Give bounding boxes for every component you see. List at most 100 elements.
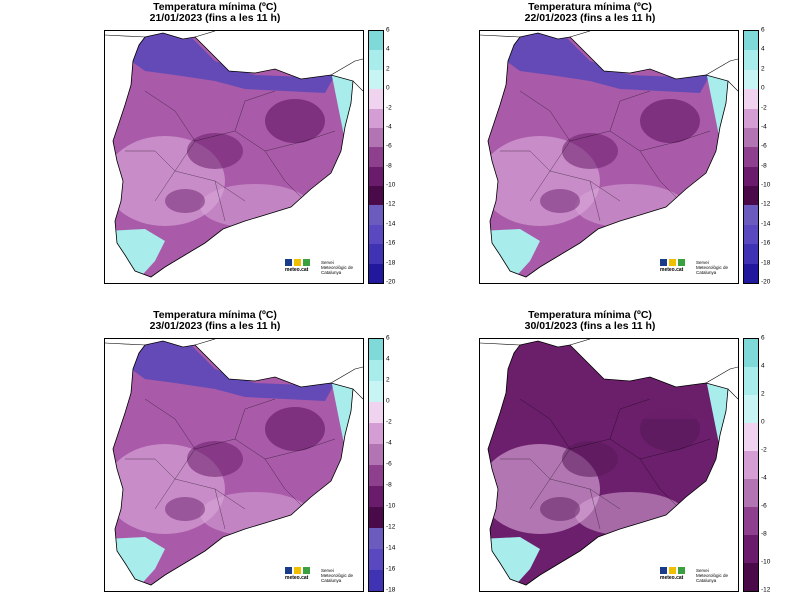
comarca-border [609,90,651,132]
color-scale-segment [744,423,758,451]
color-scale-segment [369,31,383,51]
comarca-border [569,130,661,182]
color-scale-segment [744,479,758,507]
logo-square [294,567,301,574]
comarca-border [639,438,711,460]
color-scale-segment [369,465,383,486]
logo-square [303,567,310,574]
temperature-map: meteo.cat Servei Meteorològic de Cataluny… [104,338,364,592]
scale-tick-label: -10 [761,558,771,566]
scale-tick-label: -12 [386,200,396,208]
comarca-border [214,180,226,222]
logo-square [660,259,667,266]
logo-brand: meteo.cat [660,267,684,273]
color-scale-segment [744,31,758,51]
scale-tick-label: -20 [386,278,396,286]
scale-tick-label: 4 [386,355,390,363]
color-scale-segment [369,263,383,283]
title-line: Temperatura mínima (ºC) [153,309,277,321]
scale-tick-label: 6 [761,26,765,34]
map-panel-1: Temperatura mínima (ºC) 21/01/2023 (fins… [35,0,435,300]
meteocat-logo: meteo.cat Servei Meteorològic de Cataluny… [660,566,732,583]
scale-tick-label: -8 [386,481,392,489]
color-scale-segment [744,263,758,283]
meteocat-logo: meteo.cat Servei Meteorològic de Cataluny… [660,258,732,275]
comarca-border [264,130,336,152]
color-scale-segment [744,451,758,479]
border-lines [480,339,738,400]
scale-tick-label: 4 [761,362,765,370]
region-coast-ne [706,71,728,151]
color-scale-segment [744,89,758,109]
temperature-map: meteo.cat Servei Meteorològic de Cataluny… [479,338,739,592]
logo-service: Servei Meteorològic de Catalunya [696,260,729,275]
scale-tick-label: -12 [386,523,396,531]
meteocat-logo: meteo.cat Servei Meteorològic de Cataluny… [285,258,357,275]
scale-tick-label: -12 [761,200,771,208]
scale-tick-label: -6 [761,142,767,150]
border-lines [105,339,363,400]
border-lines [480,31,738,92]
logo-service: Servei Meteorològic de Catalunya [321,568,354,583]
color-scale-segment [369,570,383,591]
color-scale-segment [744,205,758,225]
comarca-border [125,458,176,480]
scale-tick-label: 0 [386,84,390,92]
scale-tick-label: -20 [761,278,771,286]
comarca-border [500,150,551,172]
color-scale-segment [369,360,383,381]
color-scale-segment [369,339,383,360]
logo-square [678,259,685,266]
scale-tick-label: -16 [761,239,771,247]
comarca-border [589,488,601,530]
color-scale-segment [369,549,383,570]
color-scale-segment [369,69,383,90]
comarca-border [589,180,601,222]
scale-tick-label: 4 [386,45,390,53]
catalonia-outline [487,32,729,278]
color-scale-bar [743,30,759,284]
logo-square [285,259,292,266]
color-scale-segment [744,224,758,245]
color-scale-segment [369,444,383,465]
scale-tick-label: -8 [761,530,767,538]
panel-title: Temperatura mínima (ºC) 21/01/2023 (fins… [35,2,395,24]
color-scale-segment [369,381,383,402]
region-pyrenees [131,341,335,401]
region-dark [165,497,205,521]
catalonia-outline [487,340,729,586]
scale-tick-label: -8 [386,162,392,170]
comarca-border [214,488,226,530]
color-scale-segment [369,507,383,528]
color-scale-segment [369,402,383,423]
color-scale-segment [744,563,758,591]
map-panel-2: Temperatura mínima (ºC) 22/01/2023 (fins… [410,0,800,300]
title-line: Temperatura mínima (ºC) [528,309,652,321]
color-scale-segment [744,244,758,264]
region-light [575,184,685,228]
map-panel-4: Temperatura mínima (ºC) 30/01/2023 (fins… [410,308,800,608]
region-light [200,492,310,536]
region-pyrenees [506,33,710,93]
scale-tick-label: -4 [386,123,392,131]
color-scale-segment [369,244,383,264]
region-light [575,492,685,536]
comarca-border [264,438,336,460]
logo-square [294,259,301,266]
color-scale-segment [744,186,758,206]
scale-tick-label: -14 [386,220,396,228]
color-scale-segment [369,486,383,507]
scale-tick-label: -2 [386,104,392,112]
color-scale-segment [369,89,383,109]
panel-title: Temperatura mínima (ºC) 22/01/2023 (fins… [410,2,770,24]
region-dark [540,189,580,213]
scale-tick-label: -14 [386,544,396,552]
color-scale-segment [369,224,383,245]
region-light [200,184,310,228]
comarca-border [194,130,286,182]
scale-tick-label: 6 [761,334,765,342]
color-scale-bar [368,338,384,592]
color-scale-segment [744,108,758,128]
region-dark [540,497,580,521]
region-dark [640,99,700,143]
